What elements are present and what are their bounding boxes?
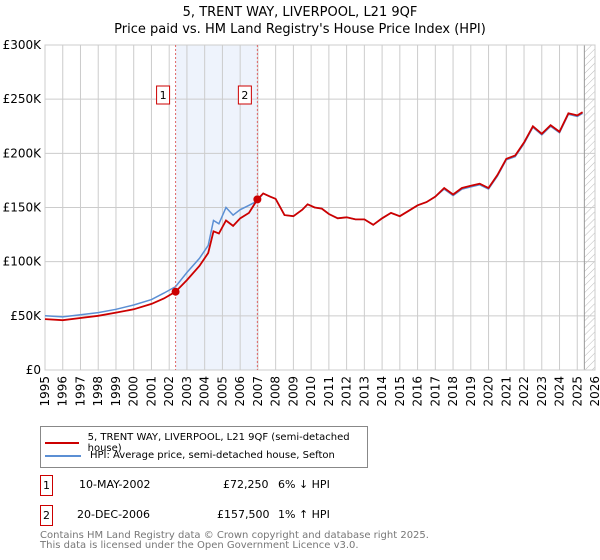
x-tick-label: 2014: [375, 376, 389, 407]
transaction-number: 2: [40, 505, 53, 526]
x-tick-label: 1997: [73, 376, 87, 407]
legend-property-label: 5, TRENT WAY, LIVERPOOL, L21 9QF (semi-d…: [87, 432, 350, 454]
marker-badge-label: 2: [241, 89, 248, 102]
property-price-line: [44, 111, 584, 322]
legend-item-hpi: HPI: Average price, semi-detached house,…: [45, 450, 335, 461]
x-tick-label: 2016: [411, 376, 425, 407]
x-tick-label: 2006: [233, 376, 247, 407]
x-tick-label: 2011: [322, 376, 336, 407]
y-tick-label: £200K: [3, 146, 43, 160]
marker-badge: [237, 85, 252, 105]
x-tick-label: 2008: [269, 376, 283, 407]
price-chart: 1995 1996 1997 1998 1999 2000 2001 2002 2003 2004…: [3, 38, 600, 407]
footer-copyright: Contains HM Land Registry data © Crown c…: [40, 530, 429, 541]
x-tick-label: 1999: [109, 376, 123, 407]
transaction-number: 1: [40, 475, 53, 496]
x-tick-label: 1996: [56, 376, 70, 407]
x-tick-label: 2018: [446, 376, 460, 407]
property-line-swatch: [45, 442, 79, 444]
x-tick-label: 1998: [91, 376, 105, 407]
transaction-price: £157,500: [217, 508, 270, 521]
transaction-price: £72,250: [223, 478, 269, 491]
legend-hpi-label: HPI: Average price, semi-detached house,…: [90, 450, 335, 461]
y-tick-label: £50K: [10, 309, 42, 323]
hpi-line: [44, 112, 583, 318]
x-tick-label: 2003: [180, 376, 194, 407]
y-tick-label: £300K: [3, 38, 43, 52]
transaction-row: 2 20-DEC-2006 £157,500 1% ↑ HPI: [40, 505, 440, 526]
x-tick-label: 2013: [357, 376, 371, 407]
transaction-date: 20-DEC-2006: [77, 508, 151, 521]
x-tick-label: 2004: [198, 376, 212, 407]
x-tick-label: 2012: [340, 376, 354, 407]
footer-licence: This data is licensed under the Open Gov…: [40, 540, 359, 551]
marker-badge: [156, 85, 171, 105]
x-tick-label: 2010: [304, 376, 318, 407]
sale-point: [171, 287, 180, 296]
chart-title: 5, TRENT WAY, LIVERPOOL, L21 9QF: [182, 5, 418, 20]
x-tick-label: 2009: [286, 376, 300, 407]
hpi-line-swatch: [45, 454, 81, 457]
x-tick-label: 2021: [499, 376, 513, 407]
x-tick-label: 2000: [127, 376, 141, 407]
y-tick-label: £100K: [3, 255, 43, 269]
sale-point: [253, 195, 262, 204]
x-tick-label: 2024: [553, 376, 567, 407]
y-tick-label: £250K: [3, 92, 43, 106]
marker-badge-label: 1: [160, 89, 167, 102]
legend: 5, TRENT WAY, LIVERPOOL, L21 9QF (semi-d…: [40, 426, 368, 468]
x-tick-label: 2001: [144, 376, 158, 407]
chart-subtitle: Price paid vs. HM Land Registry's House …: [114, 22, 486, 37]
x-tick-label: 2017: [428, 376, 442, 407]
x-tick-label: 2015: [393, 376, 407, 407]
plot-border: [44, 44, 596, 371]
x-tick-label: 2007: [251, 376, 265, 407]
x-tick-label: 2025: [570, 376, 584, 407]
footer: Contains HM Land Registry data © Crown c…: [40, 531, 429, 551]
x-tick-label: 2023: [535, 376, 549, 407]
y-tick-label: £0: [26, 363, 41, 377]
transaction-hpi-diff: 6% ↓ HPI: [278, 478, 330, 491]
transaction-hpi-diff: 1% ↑ HPI: [278, 508, 330, 521]
y-tick-label: £150K: [3, 201, 43, 215]
x-tick-label: 2022: [517, 376, 531, 407]
x-tick-label: 2020: [482, 376, 496, 407]
x-tick-label: 2002: [162, 376, 176, 407]
x-tick-label: 1995: [38, 376, 52, 407]
legend-item-property: 5, TRENT WAY, LIVERPOOL, L21 9QF (semi-d…: [45, 432, 367, 454]
x-tick-label: 2019: [464, 376, 478, 407]
transaction-row: 1 10-MAY-2002 £72,250 6% ↓ HPI: [40, 475, 440, 496]
x-tick-label: 2026: [588, 376, 600, 407]
transaction-date: 10-MAY-2002: [79, 478, 151, 491]
x-tick-label: 2005: [215, 376, 229, 407]
